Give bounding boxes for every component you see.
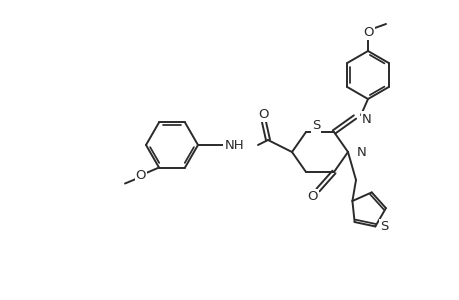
Text: O: O <box>135 169 146 182</box>
Text: O: O <box>307 190 318 203</box>
Text: S: S <box>311 118 319 131</box>
Text: N: N <box>356 146 366 158</box>
Text: N: N <box>361 112 371 125</box>
Text: O: O <box>363 26 374 38</box>
Text: S: S <box>379 220 388 233</box>
Text: NH: NH <box>224 139 243 152</box>
Text: O: O <box>258 107 269 121</box>
